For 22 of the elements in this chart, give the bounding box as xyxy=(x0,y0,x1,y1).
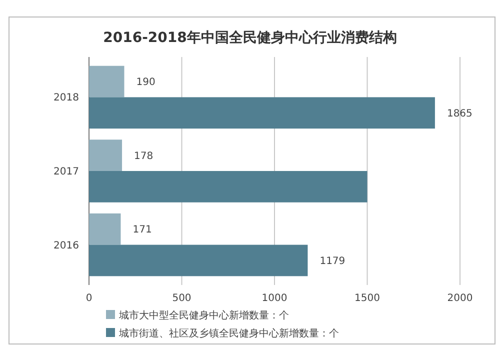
x-tick-label: 1000 xyxy=(262,293,288,304)
y-tick-label: 2017 xyxy=(54,166,79,178)
bar xyxy=(89,66,124,98)
legend-label: 城市大中型全民健身中心新增数量：个 xyxy=(118,310,289,322)
x-tick-label: 1500 xyxy=(354,293,380,304)
x-tick-label: 500 xyxy=(172,293,192,304)
x-tick-label: 2000 xyxy=(447,293,473,304)
x-tick-label: 0 xyxy=(86,293,92,304)
data-label: 178 xyxy=(134,150,154,162)
bar xyxy=(89,97,435,129)
y-tick-label: 2016 xyxy=(54,240,79,252)
legend-label: 城市街道、社区及乡镇全民健身中心新增数量：个 xyxy=(118,328,339,340)
data-label: 1179 xyxy=(320,256,346,267)
bar xyxy=(89,171,368,202)
bar xyxy=(89,140,122,171)
data-label: 171 xyxy=(132,224,152,236)
y-tick-label: 2018 xyxy=(54,92,79,104)
bar xyxy=(89,244,308,276)
data-label: 190 xyxy=(136,77,156,88)
bar xyxy=(89,213,121,245)
chart-title: 2016-2018年中国全民健身中心行业消费结构 xyxy=(103,29,397,46)
data-label: 1865 xyxy=(446,108,472,120)
